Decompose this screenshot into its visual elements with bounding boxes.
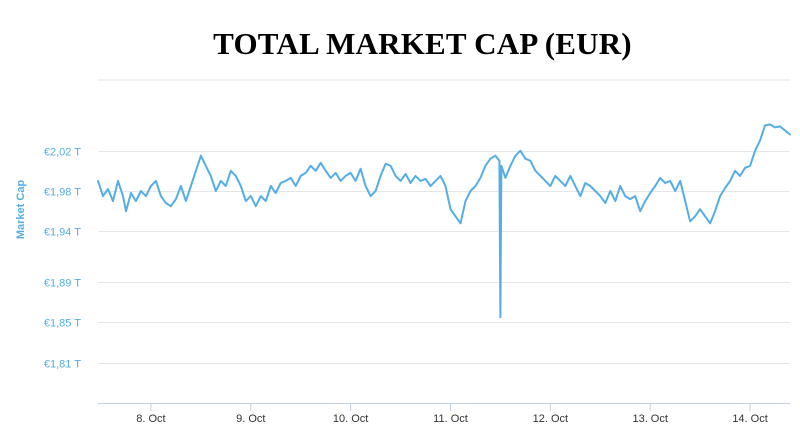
y-tick-label: €1,85 T: [44, 318, 81, 330]
x-tick-label: 12. Oct: [533, 413, 568, 425]
y-axis-tick-labels: €2,02 T €1,98 T €1,94 T €1,89 T €1,85 T €1,81…: [44, 147, 81, 371]
y-tick-label: €1,81 T: [44, 359, 81, 371]
series-layer: [97, 123, 791, 319]
y-tick-label: €1,98 T: [44, 187, 81, 199]
x-tick-label: 14. Oct: [732, 413, 767, 425]
y-tick-label: €1,94 T: [44, 227, 81, 239]
x-tick-label: 10. Oct: [333, 413, 368, 425]
x-tick-label: 11. Oct: [433, 413, 468, 425]
x-axis-tick-labels: 8. Oct 9. Oct 10. Oct 11. Oct 12. Oct 13. Oct…: [136, 403, 768, 425]
x-tick-label: 13. Oct: [632, 413, 667, 425]
x-tick-label: 9. Oct: [236, 413, 265, 425]
y-axis-title: Market Cap: [15, 180, 27, 240]
series-line: [97, 123, 791, 319]
grid-lines: [98, 79, 790, 364]
y-tick-label: €1,89 T: [44, 278, 81, 290]
chart-title: TOTAL MARKET CAP (EUR): [213, 26, 632, 61]
y-tick-label: €2,02 T: [44, 147, 81, 159]
x-tick-label: 8. Oct: [136, 413, 165, 425]
